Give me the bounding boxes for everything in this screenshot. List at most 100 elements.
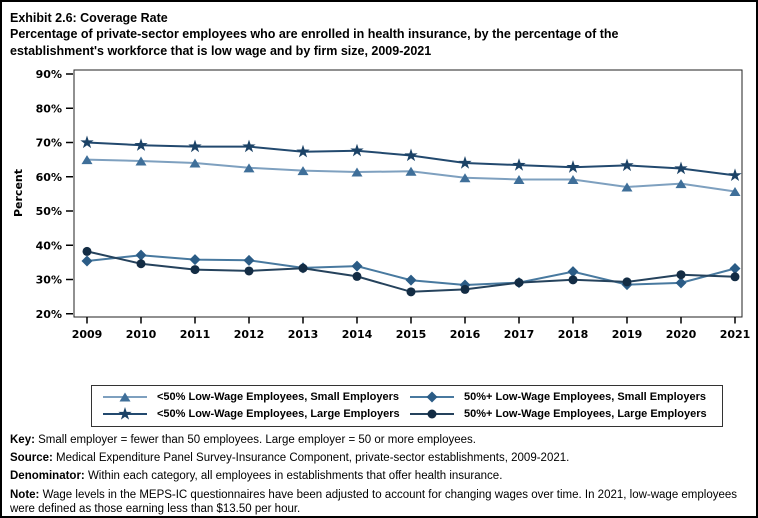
star-marker: [674, 161, 688, 175]
y-tick-label: 60%: [36, 171, 62, 184]
legend-label: <50% Low-Wage Employees, Large Employers: [157, 408, 400, 420]
diamond-marker: [81, 255, 93, 267]
circle-marker: [622, 277, 632, 287]
y-tick-label: 90%: [36, 68, 62, 81]
diamond-marker-icon: [410, 391, 454, 403]
x-tick-label: 2019: [612, 328, 643, 341]
triangle-marker: [675, 179, 687, 189]
x-tick-label: 2010: [126, 328, 157, 341]
triangle-marker: [567, 174, 579, 184]
triangle-marker: [297, 166, 309, 176]
x-tick-label: 2012: [234, 328, 265, 341]
triangle-marker: [351, 167, 363, 177]
y-tick-label: 50%: [36, 205, 62, 218]
chart-subtitle: Percentage of private-sector employees w…: [10, 27, 619, 58]
plot-border: [73, 69, 743, 318]
legend-label: 50%+ Low-Wage Employees, Large Employers: [464, 408, 707, 420]
circle-marker: [406, 287, 416, 297]
circle-marker: [244, 266, 254, 276]
star-marker: [350, 143, 364, 157]
series-line: [86, 250, 736, 293]
x-tick-label: 2018: [558, 328, 589, 341]
series-triangle: [81, 155, 741, 196]
series-diamond: [81, 249, 741, 291]
y-tick-label: 40%: [36, 239, 62, 252]
star-marker-icon: [103, 407, 147, 420]
diamond-marker: [729, 263, 741, 275]
x-tick-label: 2015: [396, 328, 427, 341]
x-tick-label: 2009: [72, 328, 103, 341]
x-tick-label: 2013: [288, 328, 319, 341]
star-marker: [404, 148, 418, 162]
y-axis: 20% 30% 40% 50% 60% 70% 80% 90%: [36, 68, 73, 321]
star-marker: [188, 139, 202, 153]
triangle-marker: [405, 166, 417, 176]
triangle-marker: [243, 163, 255, 173]
diamond-marker: [351, 260, 363, 272]
circle-marker: [136, 259, 146, 269]
series-star: [80, 135, 742, 182]
footnote-note: Note: Wage levels in the MEPS-IC questio…: [10, 488, 754, 516]
circle-marker: [568, 275, 578, 285]
circle-marker: [460, 284, 470, 294]
triangle-marker: [135, 156, 147, 166]
footnote-key: Key: Small employer = fewer than 50 empl…: [10, 433, 754, 448]
triangle-marker: [513, 174, 525, 184]
legend-item-large-ge50: 50%+ Low-Wage Employees, Large Employers: [409, 406, 716, 422]
footnote-denominator: Denominator: Within each category, all e…: [10, 469, 754, 484]
chart-area: 20% 30% 40% 50% 60% 70% 80% 90% Percent 2009 2010 2…: [2, 59, 756, 359]
circle-marker: [352, 271, 362, 281]
y-tick-label: 20%: [36, 308, 62, 321]
triangle-marker: [189, 158, 201, 168]
footnote-note-label: Note:: [10, 488, 40, 501]
circle-marker: [82, 246, 92, 256]
title-block: Exhibit 2.6: Coverage Rate Percentage of…: [10, 10, 700, 59]
y-tick-label: 70%: [36, 137, 62, 150]
x-tick-label: 2017: [504, 328, 535, 341]
triangle-marker: [81, 155, 93, 165]
x-tick-label: 2011: [180, 328, 211, 341]
footnote-source: Source: Medical Expenditure Panel Survey…: [10, 451, 754, 466]
x-tick-label: 2021: [720, 328, 751, 341]
diamond-marker: [675, 277, 687, 289]
star-marker: [80, 135, 94, 149]
x-tick-label: 2020: [666, 328, 697, 341]
star-marker: [134, 138, 148, 151]
triangle-marker: [621, 182, 633, 192]
footnotes: Key: Small employer = fewer than 50 empl…: [10, 433, 754, 516]
footnote-source-label: Source:: [10, 452, 53, 465]
star-marker: [620, 158, 634, 172]
star-marker: [458, 156, 472, 169]
legend-item-small-lt50: <50% Low-Wage Employees, Small Employers: [102, 389, 409, 405]
star-marker: [566, 160, 580, 173]
x-axis: 2009 2010 2011 2012 2013 2014 2015 2016 2017 2018…: [72, 317, 751, 341]
footnote-note-text: Wage levels in the MEPS-IC questionnaire…: [10, 488, 738, 516]
legend-label: <50% Low-Wage Employees, Small Employers: [157, 391, 399, 403]
legend-label: 50%+ Low-Wage Employees, Small Employers: [464, 391, 706, 403]
diamond-marker: [567, 266, 579, 278]
circle-marker: [676, 270, 686, 280]
y-tick-label: 30%: [36, 274, 62, 287]
circle-marker: [730, 272, 740, 282]
footnote-denominator-label: Denominator:: [10, 470, 85, 483]
footnote-denominator-text: Within each category, all employees in e…: [84, 470, 503, 483]
diamond-marker: [243, 254, 255, 266]
star-marker: [512, 158, 526, 171]
star-marker: [242, 139, 256, 153]
circle-marker: [298, 263, 308, 273]
y-axis-title: Percent: [12, 169, 25, 217]
x-tick-label: 2014: [342, 328, 373, 341]
diamond-marker: [189, 254, 201, 266]
triangle-marker-icon: [103, 392, 147, 402]
x-tick-label: 2016: [450, 328, 481, 341]
series-circle: [82, 246, 740, 297]
circle-marker: [190, 265, 200, 275]
circle-marker-icon: [410, 409, 454, 419]
legend-item-large-lt50: <50% Low-Wage Employees, Large Employers: [102, 406, 409, 422]
triangle-marker: [459, 173, 471, 183]
footnote-source-text: Medical Expenditure Panel Survey-Insuran…: [52, 452, 570, 465]
diamond-marker: [405, 274, 417, 286]
diamond-marker: [135, 249, 147, 261]
